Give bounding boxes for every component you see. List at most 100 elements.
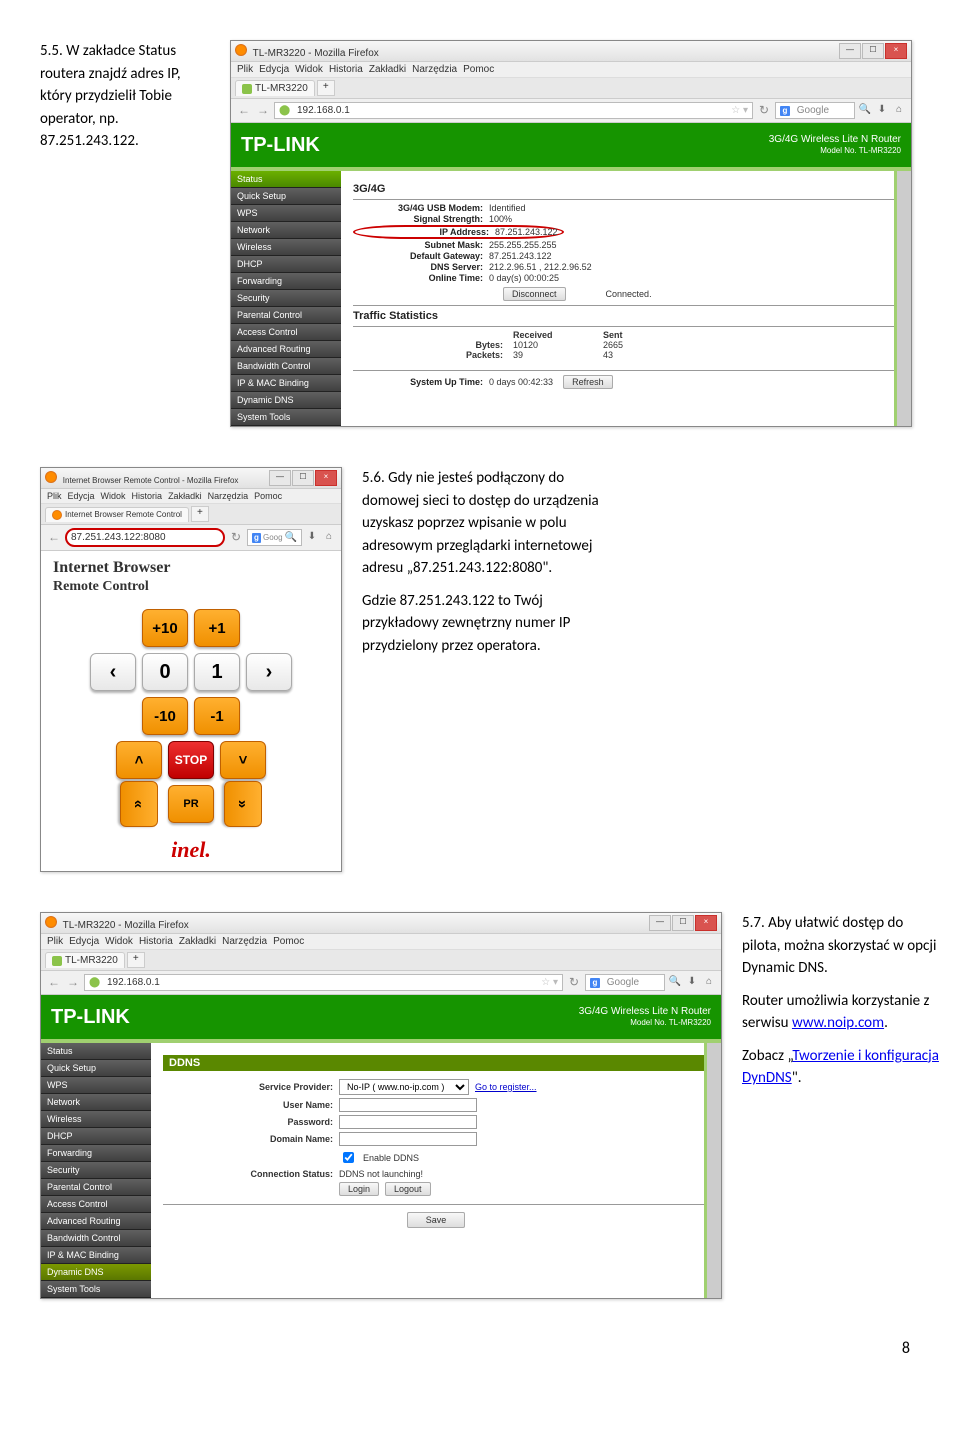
fwd-button[interactable]: → [65,975,81,991]
sidebar-item-network[interactable]: Network [231,222,341,239]
sidebar-item-systools[interactable]: System Tools [41,1281,151,1298]
register-link[interactable]: Go to register... [475,1082,537,1092]
search-input[interactable]: gGoog🔍 [247,529,302,546]
back-button[interactable]: ← [46,975,62,991]
password-input[interactable] [339,1115,477,1129]
search-button[interactable]: 🔍 [668,976,682,990]
download-button[interactable]: ⬇ [685,976,699,990]
sidebar-item-wireless[interactable]: Wireless [231,239,341,256]
tab-active[interactable]: Internet Browser Remote Control [45,507,189,522]
scroll-track[interactable] [894,171,911,426]
sidebar-item-bandwidth[interactable]: Bandwidth Control [231,358,341,375]
download-button[interactable]: ⬇ [875,104,889,118]
sidebar-item-ipmac[interactable]: IP & MAC Binding [41,1247,151,1264]
plus10-button[interactable]: +10 [142,609,188,647]
sidebar-item-ddns[interactable]: Dynamic DNS [231,392,341,409]
pr-button[interactable]: PR [168,785,214,823]
refresh-button[interactable]: Refresh [563,375,613,389]
fwd-button[interactable]: → [255,103,271,119]
win2-title: Internet Browser Remote Control - Mozill… [63,476,239,485]
max-button[interactable]: ☐ [292,470,314,486]
download-button[interactable]: ⬇ [305,531,319,545]
logout-button[interactable]: Logout [385,1182,431,1196]
sidebar-item-dhcp[interactable]: DHCP [231,256,341,273]
reload-button[interactable]: ↻ [566,975,582,991]
sidebar-item-security[interactable]: Security [231,290,341,307]
down-button[interactable]: ˅ [220,741,266,779]
sidebar-item-ddns[interactable]: Dynamic DNS [41,1264,151,1281]
sidebar-item-quicksetup[interactable]: Quick Setup [231,188,341,205]
sidebar-item-wireless[interactable]: Wireless [41,1111,151,1128]
sidebar-item-access[interactable]: Access Control [41,1196,151,1213]
sidebar-item-wps[interactable]: WPS [41,1077,151,1094]
menubar[interactable]: PlikEdycjaWidokHistoriaZakładkiNarzędzia… [231,62,911,78]
username-input[interactable] [339,1098,477,1112]
sidebar-item-network[interactable]: Network [41,1094,151,1111]
ddown-button[interactable]: » [224,781,262,827]
sidebar-item-security[interactable]: Security [41,1162,151,1179]
tab-active[interactable]: TL-MR3220 [235,80,315,96]
search-button[interactable]: 🔍 [858,104,872,118]
max-button[interactable]: ☐ [862,43,884,59]
left-button[interactable]: ‹ [90,653,136,691]
scroll-track[interactable] [704,1043,721,1298]
sidebar-item-ipmac[interactable]: IP & MAC Binding [231,375,341,392]
sidebar-item-dhcp[interactable]: DHCP [41,1128,151,1145]
search-input[interactable]: g Google [585,974,665,991]
sidebar-item-parental[interactable]: Parental Control [41,1179,151,1196]
sp-select[interactable]: No-IP ( www.no-ip.com ) [339,1079,469,1095]
sidebar-item-bandwidth[interactable]: Bandwidth Control [41,1230,151,1247]
url-input[interactable]: ⬤ 192.168.0.1☆ ▾ [84,974,563,991]
home-button[interactable]: ⌂ [322,531,336,545]
sidebar-item-forwarding[interactable]: Forwarding [41,1145,151,1162]
noip-link[interactable]: www.noip.com [792,1014,884,1032]
win3-titlebar: TL-MR3220 - Mozilla Firefox — ☐ × [41,913,721,934]
url-input-circled[interactable]: 87.251.243.122:8080 [65,528,225,547]
menubar[interactable]: PlikEdycjaWidokHistoriaZakładkiNarzędzia… [41,934,721,950]
zero-button[interactable]: 0 [142,653,188,691]
minus10-button[interactable]: -10 [142,697,188,735]
sidebar-item-quicksetup[interactable]: Quick Setup [41,1060,151,1077]
home-button[interactable]: ⌂ [702,976,716,990]
up-button[interactable]: ˄ [116,741,162,779]
url-input[interactable]: ⬤ 192.168.0.1☆ ▾ [274,102,753,119]
enable-ddns-checkbox[interactable] [343,1152,354,1163]
login-button[interactable]: Login [339,1182,379,1196]
new-tab-button[interactable]: + [191,506,209,522]
close-button[interactable]: × [885,43,907,59]
sidebar-item-parental[interactable]: Parental Control [231,307,341,324]
close-button[interactable]: × [695,915,717,931]
sidebar-item-routing[interactable]: Advanced Routing [231,341,341,358]
sidebar-item-forwarding[interactable]: Forwarding [231,273,341,290]
dup-button[interactable]: « [120,781,158,827]
back-button[interactable]: ← [46,530,62,546]
one-button[interactable]: 1 [194,653,240,691]
right-button[interactable]: › [246,653,292,691]
sidebar-item-status[interactable]: Status [41,1043,151,1060]
sidebar-item-access[interactable]: Access Control [231,324,341,341]
reload-button[interactable]: ↻ [228,530,244,546]
tab-active[interactable]: TL-MR3220 [45,952,125,968]
new-tab-button[interactable]: + [317,80,335,96]
back-button[interactable]: ← [236,103,252,119]
min-button[interactable]: — [269,470,291,486]
sidebar-item-status[interactable]: Status [231,171,341,188]
max-button[interactable]: ☐ [672,915,694,931]
min-button[interactable]: — [649,915,671,931]
new-tab-button[interactable]: + [127,952,145,968]
plus1-button[interactable]: +1 [194,609,240,647]
save-button[interactable]: Save [407,1212,466,1228]
min-button[interactable]: — [839,43,861,59]
stop-button[interactable]: STOP [168,741,214,779]
reload-button[interactable]: ↻ [756,103,772,119]
search-input[interactable]: g Google [775,102,855,119]
domain-input[interactable] [339,1132,477,1146]
sidebar-item-systools[interactable]: System Tools [231,409,341,426]
sidebar-item-wps[interactable]: WPS [231,205,341,222]
home-button[interactable]: ⌂ [892,104,906,118]
disconnect-button[interactable]: Disconnect [503,287,566,301]
minus1-button[interactable]: -1 [194,697,240,735]
menubar[interactable]: PlikEdycjaWidokHistoriaZakładkiNarzędzia… [41,489,341,504]
sidebar-item-routing[interactable]: Advanced Routing [41,1213,151,1230]
close-button[interactable]: × [315,470,337,486]
